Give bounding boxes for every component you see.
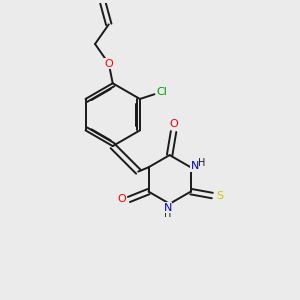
Text: O: O bbox=[104, 58, 113, 69]
Text: O: O bbox=[118, 194, 126, 205]
Text: H: H bbox=[164, 208, 171, 219]
Text: N: N bbox=[164, 203, 172, 213]
Text: N: N bbox=[190, 161, 199, 171]
Text: O: O bbox=[169, 119, 178, 130]
Text: Cl: Cl bbox=[156, 87, 167, 97]
Text: H: H bbox=[198, 158, 206, 168]
Text: S: S bbox=[216, 190, 223, 200]
